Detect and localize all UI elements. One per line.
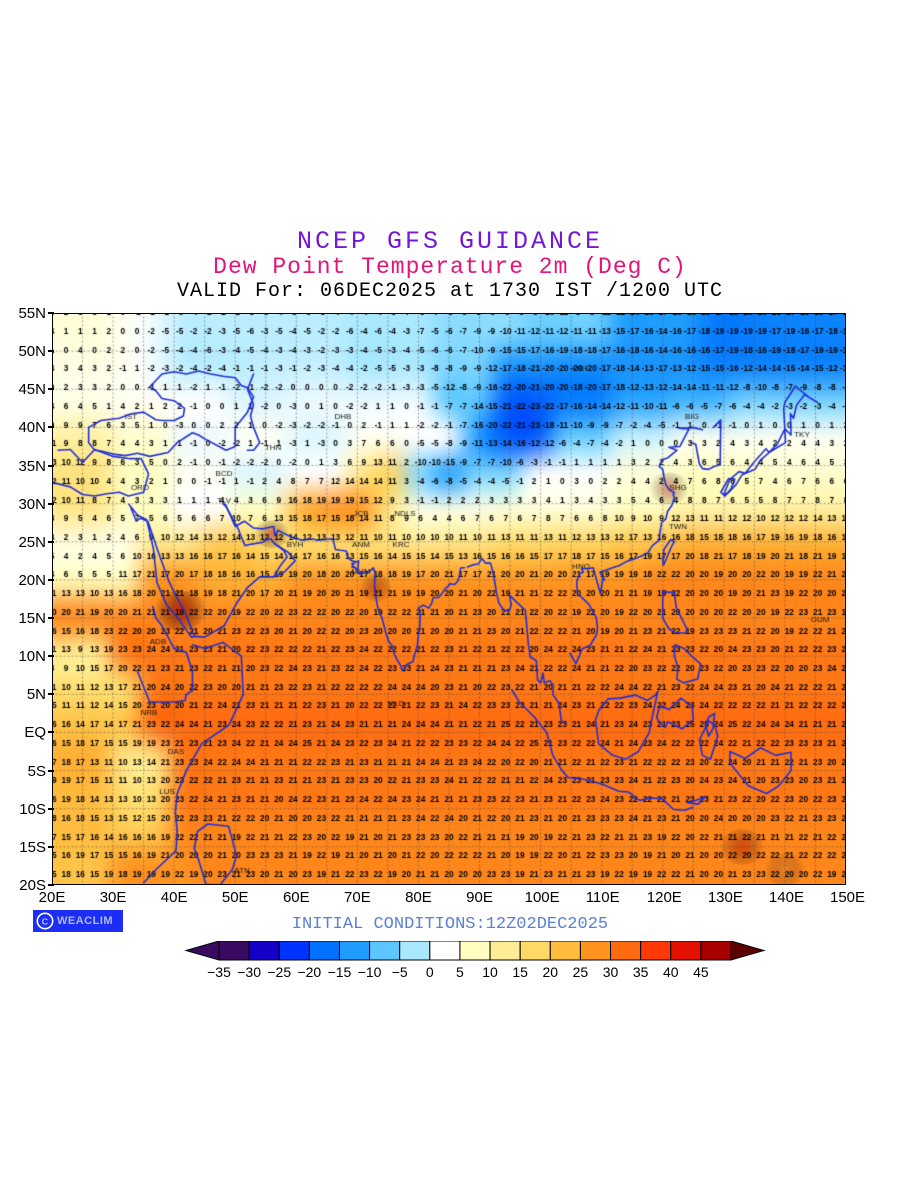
svg-text:−15: −15 — [328, 964, 352, 980]
svg-text:−5: −5 — [392, 964, 408, 980]
svg-text:−30: −30 — [237, 964, 261, 980]
svg-text:−20: −20 — [297, 964, 321, 980]
svg-text:0: 0 — [426, 964, 434, 980]
svg-text:15: 15 — [512, 964, 528, 980]
svg-text:40: 40 — [663, 964, 679, 980]
svg-text:25: 25 — [573, 964, 589, 980]
svg-text:−10: −10 — [358, 964, 382, 980]
svg-text:35: 35 — [633, 964, 649, 980]
svg-text:−35: −35 — [207, 964, 231, 980]
svg-text:20: 20 — [543, 964, 559, 980]
svg-text:30: 30 — [603, 964, 619, 980]
svg-text:45: 45 — [693, 964, 709, 980]
svg-text:10: 10 — [482, 964, 498, 980]
svg-text:5: 5 — [456, 964, 464, 980]
svg-text:−25: −25 — [267, 964, 291, 980]
